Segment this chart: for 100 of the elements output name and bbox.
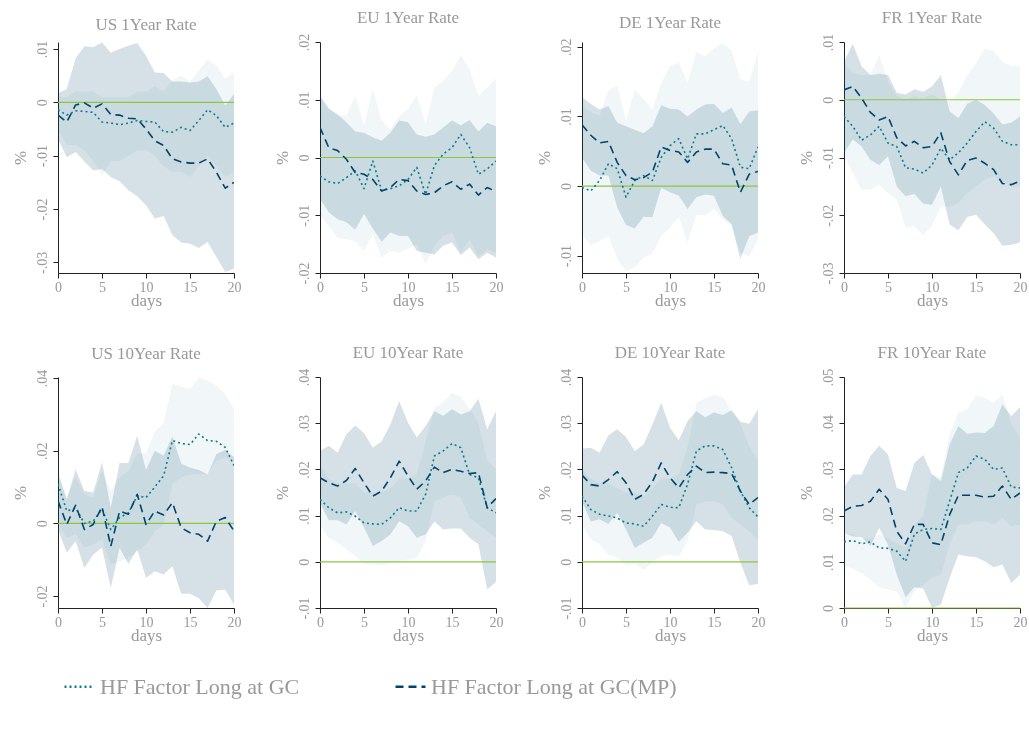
y-tick-label: .02 <box>820 507 836 525</box>
y-tick-label: .02 <box>296 33 312 52</box>
y-tick-label: -.01 <box>820 146 836 170</box>
x-tick-label: 20 <box>227 614 242 630</box>
y-tick-label: -.01 <box>34 145 50 168</box>
y-tick-label: .01 <box>820 553 836 572</box>
line-series <box>58 102 234 189</box>
line-series <box>58 493 234 548</box>
chart-title: DE 10Year Rate <box>614 343 726 363</box>
x-tick-label: 15 <box>969 279 984 295</box>
x-tick-label: 20 <box>489 279 504 295</box>
y-tick-label: .03 <box>558 414 574 433</box>
y-tick-label: .04 <box>34 369 50 388</box>
line-series <box>582 445 758 528</box>
x-tick-label: 15 <box>969 614 984 630</box>
y-tick-label: .02 <box>296 461 312 479</box>
x-tick-label: 20 <box>1013 279 1028 295</box>
y-tick-label: -.01 <box>296 597 312 620</box>
x-tick-label: 20 <box>1013 614 1028 630</box>
x-tick-label: 15 <box>183 614 198 630</box>
y-tick-label: .03 <box>296 414 312 433</box>
y-tick-label: 0 <box>820 605 836 612</box>
x-tick-label: 15 <box>707 614 722 630</box>
line-series <box>320 460 496 509</box>
y-tick-label: -.02 <box>34 198 50 221</box>
y-tick-label: 0 <box>296 154 312 162</box>
line-series <box>844 85 1020 186</box>
chart-title: DE 1Year Rate <box>618 13 722 33</box>
y-tick-label: -.01 <box>296 204 312 227</box>
x-tick-label: 15 <box>445 279 460 295</box>
y-tick-label: -.03 <box>34 251 50 274</box>
x-tick-label: 5 <box>885 614 892 630</box>
y-tick-label: .01 <box>34 40 50 59</box>
y-tick-label: .05 <box>820 368 836 387</box>
y-tick-label: .02 <box>558 461 574 479</box>
x-tick-label: 5 <box>99 614 106 630</box>
x-tick-label: 0 <box>841 614 848 630</box>
line-series <box>320 442 496 526</box>
x-tick-label: 10 <box>925 279 940 295</box>
x-tick-label: 15 <box>445 614 460 630</box>
x-tick-label: 5 <box>99 279 106 295</box>
y-tick-label: .01 <box>296 91 312 109</box>
y-axis-title: % <box>272 150 292 166</box>
y-tick-label: -.01 <box>558 245 574 268</box>
y-tick-label: 0 <box>34 99 50 107</box>
y-tick-label: 0 <box>558 183 574 191</box>
y-tick-label: .01 <box>558 108 574 126</box>
y-tick-label: 0 <box>558 558 574 566</box>
y-tick-label: -.03 <box>820 262 836 285</box>
x-tick-label: 20 <box>751 279 766 295</box>
y-tick-label: 0 <box>34 520 50 528</box>
x-tick-label: 0 <box>841 279 848 295</box>
y-axis-title: % <box>796 485 816 501</box>
x-tick-label: 0 <box>317 279 324 295</box>
x-tick-label: 5 <box>623 614 630 630</box>
y-tick-label: .01 <box>558 507 574 525</box>
y-axis-title: % <box>534 150 554 166</box>
chart-title: FR 10Year Rate <box>877 343 987 363</box>
line-series <box>844 455 1020 563</box>
y-axis-title: % <box>796 150 816 166</box>
x-tick-label: 20 <box>227 279 242 295</box>
y-tick-label: -.02 <box>34 585 50 608</box>
y-tick-label: -.02 <box>296 262 312 285</box>
y-tick-label: .04 <box>296 368 312 387</box>
y-axis-title: % <box>10 150 30 166</box>
y-tick-label: 0 <box>820 96 836 104</box>
x-tick-label: 10 <box>139 614 154 630</box>
x-tick-label: 0 <box>579 614 586 630</box>
y-axis-title: % <box>272 485 292 501</box>
x-tick-label: 5 <box>885 279 892 295</box>
line-series <box>582 462 758 506</box>
legend-label: HF Factor Long at GC(MP) <box>431 673 677 699</box>
x-tick-label: 0 <box>55 279 62 295</box>
y-tick-label: .04 <box>820 414 836 433</box>
x-tick-label: 10 <box>139 279 154 295</box>
y-tick-label: -.01 <box>558 597 574 620</box>
line-series <box>844 115 1020 174</box>
x-tick-label: 5 <box>361 614 368 630</box>
y-tick-label: .02 <box>558 38 574 57</box>
x-tick-label: 15 <box>707 279 722 295</box>
y-tick-label: 0 <box>296 558 312 566</box>
line-series <box>58 108 234 133</box>
x-tick-label: 20 <box>751 614 766 630</box>
y-axis-title: % <box>10 485 30 501</box>
x-tick-label: 0 <box>579 279 586 295</box>
y-tick-label: .02 <box>34 442 50 460</box>
x-tick-label: 0 <box>55 614 62 630</box>
line-series <box>58 433 234 531</box>
x-tick-label: 5 <box>361 279 368 295</box>
chart-title: US 10Year Rate <box>91 344 201 364</box>
x-tick-label: 20 <box>489 614 504 630</box>
x-tick-label: 10 <box>663 614 678 630</box>
x-tick-label: 10 <box>401 614 416 630</box>
chart-title: US 1Year Rate <box>95 15 197 35</box>
x-tick-label: 10 <box>401 279 416 295</box>
chart-title: EU 10Year Rate <box>352 343 464 363</box>
x-tick-label: 15 <box>183 279 198 295</box>
y-tick-label: .01 <box>296 507 312 525</box>
y-tick-label: -.02 <box>820 204 836 227</box>
line-series <box>844 485 1020 546</box>
